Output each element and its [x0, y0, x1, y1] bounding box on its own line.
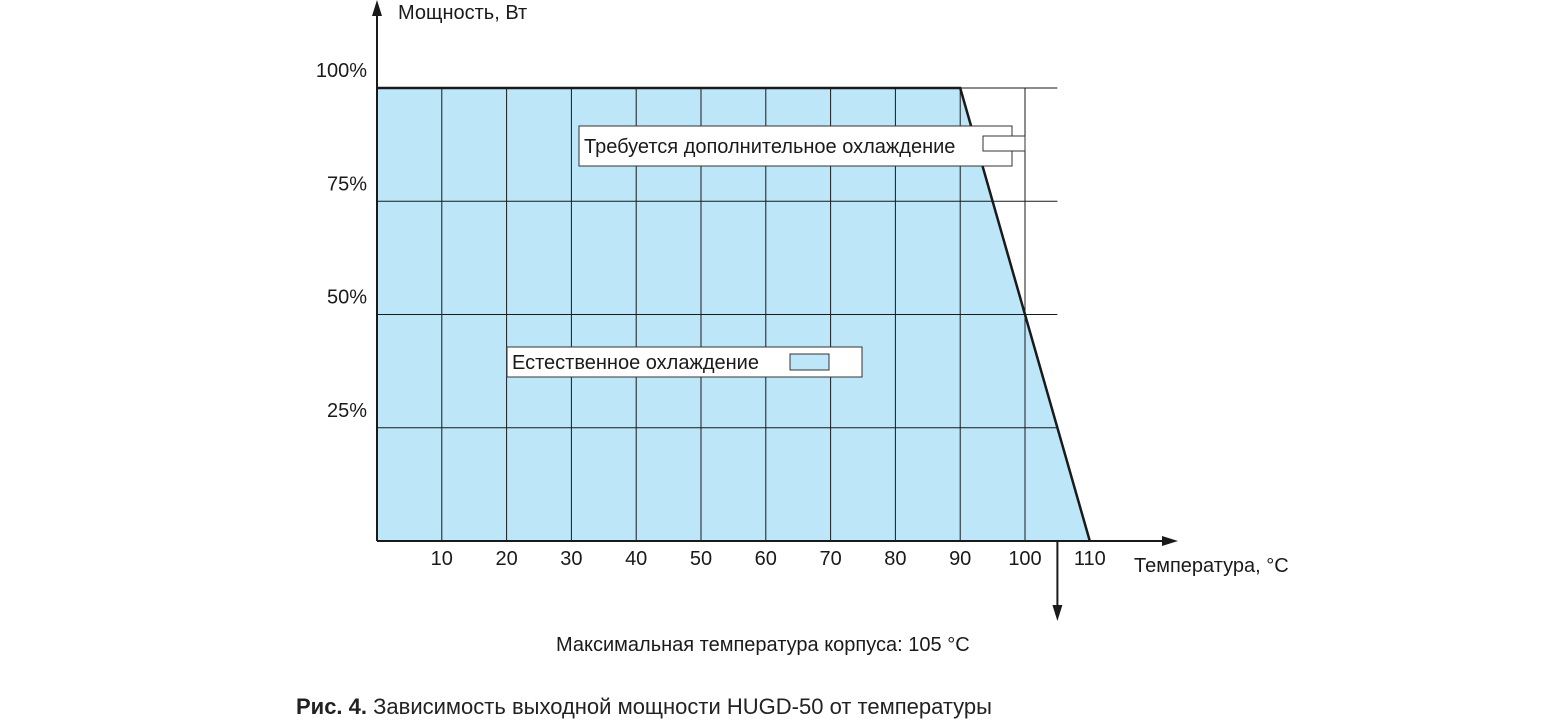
x-axis-arrow: [1162, 536, 1178, 546]
y-tick-label-50: 50%: [327, 287, 367, 309]
y-tick-label-100: 100%: [316, 60, 367, 82]
y-tick-label-25: 25%: [327, 400, 367, 422]
figure-caption-text: Зависимость выходной мощности HUGD-50 от…: [373, 694, 992, 719]
y-tick-label-75: 75%: [327, 173, 367, 195]
legend-natural-cooling-swatch: [789, 353, 830, 371]
legend-extra-cooling-swatch: [982, 135, 1026, 152]
x-tick-label-110: 110: [1074, 548, 1106, 570]
x-tick-label-10: 10: [431, 548, 453, 570]
x-axis-title: Температура, °C: [1134, 555, 1289, 577]
legend-natural-cooling-label: Естественное охлаждение: [512, 352, 759, 374]
max-temperature-note: Максимальная температура корпуса: 105 °C: [556, 634, 970, 656]
figure-number: Рис. 4.: [296, 694, 368, 719]
max-temp-marker-arrow: [1052, 605, 1063, 621]
x-tick-label-30: 30: [560, 548, 582, 570]
x-tick-label-70: 70: [819, 548, 841, 570]
x-tick-label-40: 40: [625, 548, 647, 570]
tick-labels: 10 20 30 40 50 60 70 80 90 100 110 25% 50% 75% 100%: [316, 60, 1106, 570]
legend: Требуется дополнительное охлаждение Естес…: [506, 125, 1026, 378]
x-tick-label-20: 20: [495, 548, 517, 570]
legend-extra-cooling-label: Требуется дополнительное охлаждение: [584, 136, 955, 158]
y-axis-arrow: [372, 0, 382, 16]
derating-curve: [377, 86, 1092, 542]
y-axis-title: Мощность, Вт: [398, 2, 527, 24]
axes: [372, 0, 1178, 621]
x-tick-label-100: 100: [1008, 548, 1041, 570]
legend-extra-cooling-box: [578, 125, 1013, 167]
figure-caption: Рис. 4. Зависимость выходной мощности HU…: [296, 694, 992, 720]
x-tick-label-90: 90: [949, 548, 971, 570]
x-tick-label-80: 80: [884, 548, 906, 570]
x-tick-label-60: 60: [755, 548, 777, 570]
x-tick-label-50: 50: [690, 548, 712, 570]
